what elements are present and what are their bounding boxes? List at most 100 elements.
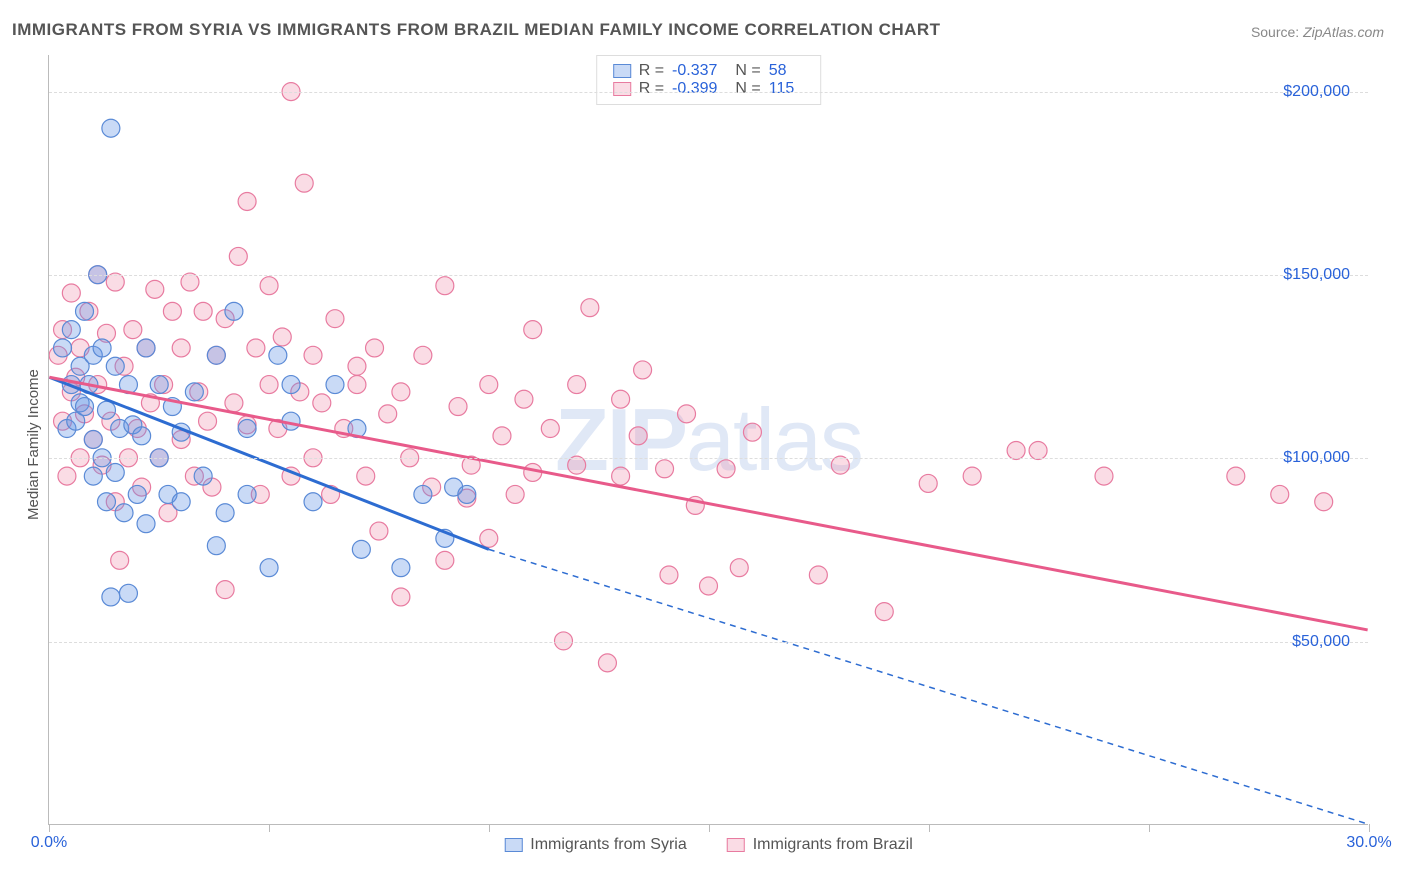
scatter-point [97, 493, 115, 511]
gridline [49, 458, 1368, 459]
r-value-syria: -0.337 [672, 62, 717, 80]
scatter-point [366, 339, 384, 357]
scatter-point [414, 346, 432, 364]
scatter-point [875, 603, 893, 621]
scatter-point [436, 551, 454, 569]
scatter-point [304, 493, 322, 511]
n-label: N = [735, 80, 760, 98]
scatter-point [392, 383, 410, 401]
scatter-point [730, 559, 748, 577]
y-tick-label: $100,000 [1283, 449, 1350, 467]
scatter-point [541, 420, 559, 438]
scatter-point [1271, 485, 1289, 503]
scatter-point [260, 559, 278, 577]
scatter-point [357, 467, 375, 485]
legend-swatch-brazil [727, 838, 745, 852]
x-tick [709, 824, 710, 832]
scatter-point [102, 588, 120, 606]
x-tick [929, 824, 930, 832]
scatter-point [326, 310, 344, 328]
scatter-point [238, 192, 256, 210]
scatter-point [146, 280, 164, 298]
scatter-point [634, 361, 652, 379]
scatter-point [62, 321, 80, 339]
chart-title: IMMIGRANTS FROM SYRIA VS IMMIGRANTS FROM… [12, 20, 941, 40]
scatter-point [919, 474, 937, 492]
scatter-point [84, 467, 102, 485]
scatter-point [260, 376, 278, 394]
source-label: Source: [1251, 24, 1299, 40]
scatter-point [282, 376, 300, 394]
scatter-point [207, 537, 225, 555]
stats-row-brazil: R = -0.399 N = 115 [613, 80, 805, 98]
scatter-point [295, 174, 313, 192]
scatter-point [1095, 467, 1113, 485]
scatter-point [348, 376, 366, 394]
scatter-point [700, 577, 718, 595]
scatter-point [115, 504, 133, 522]
scatter-point [480, 529, 498, 547]
r-label: R = [639, 80, 664, 98]
scatter-point [809, 566, 827, 584]
scatter-point [352, 540, 370, 558]
x-tick-label-right: 30.0% [1346, 834, 1391, 852]
scatter-point [229, 247, 247, 265]
scatter-point [199, 412, 217, 430]
legend-item-brazil: Immigrants from Brazil [727, 836, 913, 854]
scatter-point [326, 376, 344, 394]
scatter-point [612, 390, 630, 408]
y-tick-label: $150,000 [1283, 266, 1350, 284]
scatter-point [133, 427, 151, 445]
scatter-point [743, 423, 761, 441]
scatter-point [612, 467, 630, 485]
scatter-point [137, 339, 155, 357]
scatter-point [172, 339, 190, 357]
scatter-point [370, 522, 388, 540]
scatter-point [313, 394, 331, 412]
legend-swatch-syria [504, 838, 522, 852]
scatter-point [260, 277, 278, 295]
scatter-point [598, 654, 616, 672]
scatter-point [660, 566, 678, 584]
chart-plot-area: ZIPatlas R = -0.337 N = 58 R = -0.399 N … [48, 55, 1368, 825]
correlation-stats-box: R = -0.337 N = 58 R = -0.399 N = 115 [596, 55, 822, 105]
scatter-point [629, 427, 647, 445]
scatter-point [1315, 493, 1333, 511]
scatter-point [238, 420, 256, 438]
scatter-point [163, 302, 181, 320]
y-tick-label: $200,000 [1283, 83, 1350, 101]
scatter-point [124, 321, 142, 339]
legend-label-syria: Immigrants from Syria [530, 836, 686, 854]
scatter-point [54, 339, 72, 357]
r-value-brazil: -0.399 [672, 80, 717, 98]
scatter-point [216, 504, 234, 522]
scatter-point [436, 277, 454, 295]
swatch-brazil [613, 82, 631, 96]
scatter-point [172, 493, 190, 511]
x-tick [269, 824, 270, 832]
scatter-point [225, 302, 243, 320]
n-label: N = [735, 62, 760, 80]
scatter-svg [49, 55, 1368, 824]
gridline [49, 92, 1368, 93]
scatter-point [515, 390, 533, 408]
scatter-point [414, 485, 432, 503]
scatter-point [194, 302, 212, 320]
legend-label-brazil: Immigrants from Brazil [753, 836, 913, 854]
scatter-point [58, 467, 76, 485]
legend-item-syria: Immigrants from Syria [504, 836, 686, 854]
x-tick [49, 824, 50, 832]
scatter-point [480, 376, 498, 394]
scatter-point [1029, 441, 1047, 459]
scatter-point [207, 346, 225, 364]
x-tick-label-left: 0.0% [31, 834, 67, 852]
scatter-point [150, 376, 168, 394]
stats-row-syria: R = -0.337 N = 58 [613, 62, 805, 80]
gridline [49, 275, 1368, 276]
scatter-point [216, 581, 234, 599]
scatter-point [1007, 441, 1025, 459]
scatter-point [247, 339, 265, 357]
scatter-point [106, 463, 124, 481]
gridline [49, 642, 1368, 643]
scatter-point [111, 551, 129, 569]
